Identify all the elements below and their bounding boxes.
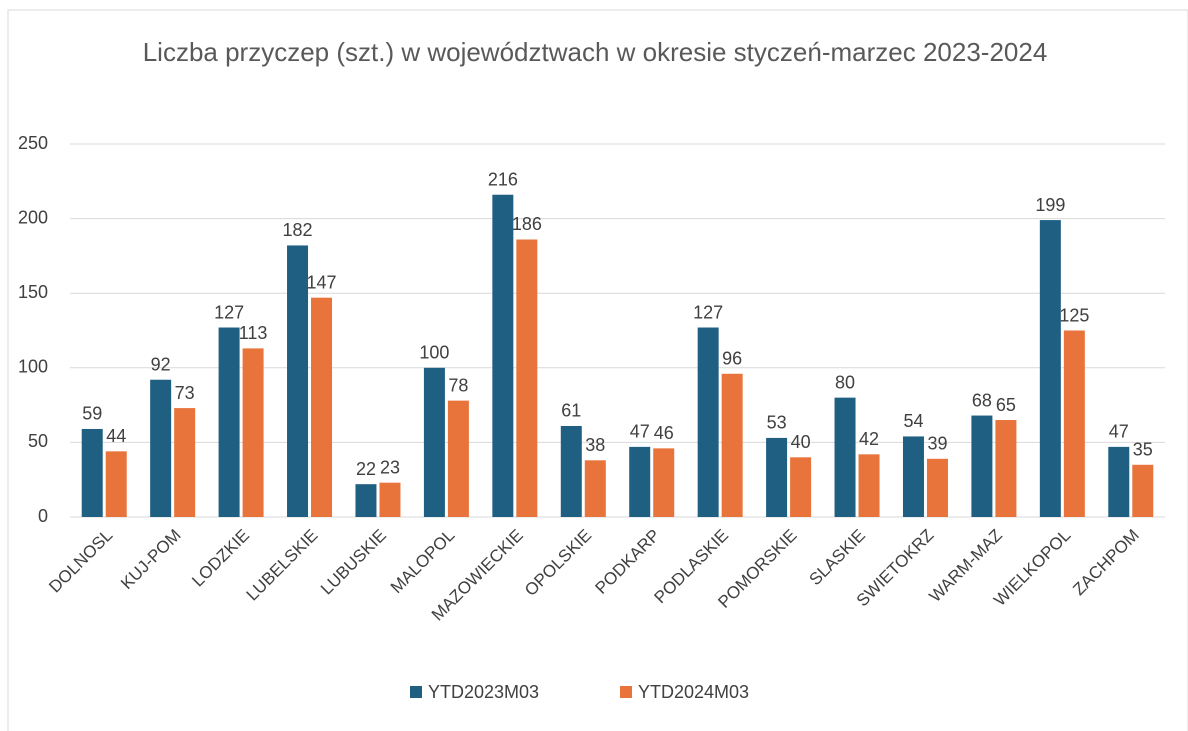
data-label: 39 — [927, 434, 947, 454]
bar — [926, 458, 948, 517]
bar — [355, 484, 377, 517]
bar — [105, 451, 127, 517]
x-tick-label: MALOPOL — [387, 526, 459, 598]
x-tick-label: KUJ-POM — [117, 526, 185, 594]
bar — [560, 425, 582, 517]
bar — [287, 245, 309, 517]
bar — [902, 436, 924, 517]
data-label: 38 — [585, 435, 605, 455]
data-label: 100 — [419, 343, 449, 363]
x-tick-label: LUBELSKIE — [243, 526, 322, 605]
x-tick-label: SLASKIE — [805, 526, 869, 590]
x-tick-label: PODKARP — [591, 526, 663, 598]
data-label: 42 — [859, 429, 879, 449]
bar — [492, 194, 514, 517]
data-label: 65 — [996, 395, 1016, 415]
chart-border — [7, 9, 1188, 731]
data-label: 113 — [239, 323, 268, 343]
bar — [218, 327, 240, 517]
data-label: 22 — [356, 459, 376, 479]
x-tick-label: LODZKIE — [188, 526, 253, 591]
bar — [311, 297, 333, 517]
data-label: 186 — [512, 214, 542, 234]
bar — [150, 379, 172, 517]
y-tick-label: 250 — [18, 133, 48, 153]
x-tick-label: OPOLSKIE — [521, 526, 595, 600]
legend-label: YTD2023M03 — [428, 682, 539, 702]
y-tick-label: 50 — [28, 431, 48, 451]
bar — [242, 348, 264, 517]
bar — [790, 457, 812, 517]
bar — [1132, 464, 1154, 517]
x-tick-label: LUBUSKIE — [317, 526, 390, 599]
data-label: 92 — [151, 354, 171, 374]
data-label: 59 — [82, 404, 102, 424]
bar — [653, 448, 675, 517]
bar — [721, 373, 743, 517]
x-tick-label: ZACHPOM — [1069, 526, 1143, 600]
data-label: 73 — [175, 383, 195, 403]
bar — [629, 446, 651, 517]
data-label: 47 — [1109, 422, 1129, 442]
data-label: 147 — [307, 272, 337, 292]
data-label: 78 — [448, 375, 468, 395]
bar — [584, 460, 606, 517]
data-label: 199 — [1035, 195, 1065, 215]
data-label: 127 — [693, 302, 723, 322]
bar — [766, 437, 788, 517]
bar — [516, 239, 538, 517]
bar — [1063, 330, 1085, 517]
data-label: 127 — [214, 302, 244, 322]
data-label: 216 — [488, 169, 518, 189]
data-label: 68 — [972, 390, 992, 410]
data-label: 44 — [106, 426, 126, 446]
data-label: 35 — [1133, 440, 1153, 460]
data-label: 54 — [903, 411, 923, 431]
bar — [1039, 220, 1061, 518]
x-tick-label: DOLNOSL — [45, 526, 116, 597]
bar — [971, 415, 993, 517]
data-label: 96 — [722, 349, 742, 369]
data-label: 47 — [630, 422, 650, 442]
bar — [995, 420, 1017, 517]
bar — [379, 482, 401, 517]
bar — [447, 400, 469, 517]
bar — [697, 327, 719, 517]
y-tick-label: 150 — [18, 282, 48, 302]
data-label: 46 — [654, 423, 674, 443]
data-label: 23 — [380, 457, 400, 477]
legend-swatch — [410, 686, 422, 698]
bar — [834, 397, 856, 517]
data-label: 40 — [791, 432, 811, 452]
chart-title: Liczba przyczep (szt.) w województwach w… — [142, 37, 1048, 67]
bar — [174, 408, 196, 517]
legend-label: YTD2024M03 — [638, 682, 749, 702]
y-tick-label: 200 — [18, 207, 48, 227]
bar — [1108, 446, 1130, 517]
data-label: 80 — [835, 372, 855, 392]
bar — [81, 428, 103, 517]
y-tick-label: 0 — [38, 506, 48, 526]
data-label: 61 — [561, 401, 581, 421]
bar — [423, 367, 445, 517]
bar — [858, 454, 880, 517]
data-label: 125 — [1059, 305, 1089, 325]
data-label: 53 — [767, 413, 787, 433]
legend-swatch — [620, 686, 632, 698]
y-tick-label: 100 — [18, 357, 48, 377]
data-label: 182 — [283, 220, 313, 240]
